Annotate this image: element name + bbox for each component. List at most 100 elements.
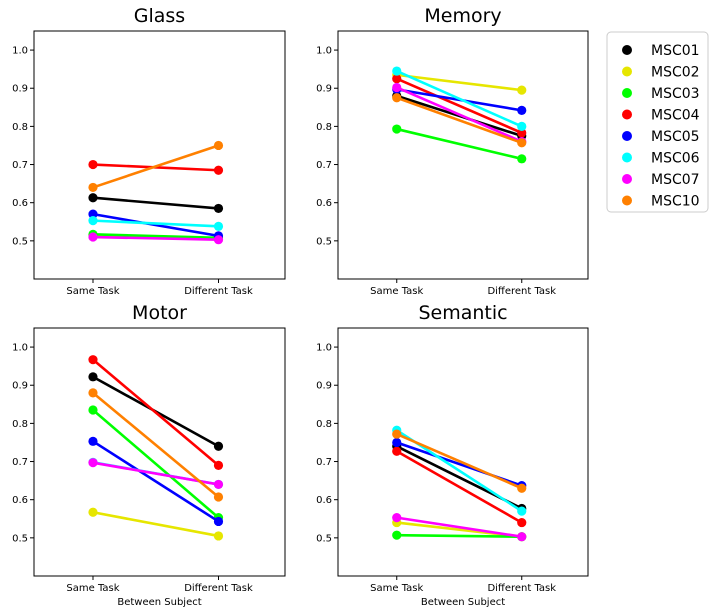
y-tick-label: 0.6 xyxy=(12,495,28,506)
data-point xyxy=(517,154,527,164)
x-axis-label: Between Subject xyxy=(117,597,201,608)
x-tick-label: Same Task xyxy=(66,286,119,297)
data-point xyxy=(213,235,224,245)
legend-marker xyxy=(622,195,632,206)
legend-label: MSC04 xyxy=(651,108,700,124)
legend-marker xyxy=(622,131,632,141)
legend-entry-msc05: MSC05 xyxy=(622,129,700,145)
legend-marker xyxy=(622,152,632,163)
y-tick-label: 1.0 xyxy=(12,46,28,57)
data-point xyxy=(88,436,98,446)
legend-entry-msc10: MSC10 xyxy=(622,194,700,210)
y-tick-label: 0.9 xyxy=(12,381,28,392)
data-point xyxy=(392,437,402,448)
data-point xyxy=(392,74,402,84)
legend-label: MSC05 xyxy=(651,129,700,145)
data-point xyxy=(517,517,527,528)
y-tick-label: 0.8 xyxy=(316,419,332,430)
series-line xyxy=(92,219,219,228)
series-line xyxy=(92,235,219,242)
data-point xyxy=(213,531,224,541)
legend-label: MSC03 xyxy=(651,86,700,102)
series-line xyxy=(396,432,523,490)
legend-marker xyxy=(622,88,632,98)
data-point xyxy=(88,458,98,468)
data-point xyxy=(88,355,98,365)
series-line xyxy=(92,440,220,523)
legend-entry-msc07: MSC07 xyxy=(622,172,700,188)
y-tick-label: 0.8 xyxy=(12,419,28,430)
data-point xyxy=(88,232,98,242)
legend-label: MSC01 xyxy=(651,43,700,59)
y-tick-label: 0.7 xyxy=(12,457,28,468)
legend-entry-msc03: MSC03 xyxy=(622,86,700,102)
data-point xyxy=(213,441,224,451)
series-msc04 xyxy=(392,446,527,528)
series-msc06 xyxy=(392,66,527,131)
data-point xyxy=(88,193,98,203)
x-axis-label: Between Subject xyxy=(421,597,505,608)
data-point xyxy=(88,507,98,517)
series-line xyxy=(92,144,219,189)
data-point xyxy=(392,513,402,523)
subplot-title: Glass xyxy=(134,5,185,27)
y-tick-label: 0.8 xyxy=(316,122,332,133)
data-point xyxy=(392,446,402,456)
legend-label: MSC10 xyxy=(651,194,700,210)
series-line xyxy=(396,450,523,524)
data-point xyxy=(88,209,98,219)
series-msc05 xyxy=(88,436,224,527)
series-line xyxy=(92,212,219,238)
series-line xyxy=(396,516,522,538)
legend-marker xyxy=(622,45,632,55)
x-tick-label: Same Task xyxy=(370,583,423,594)
series-msc03 xyxy=(392,124,527,164)
y-tick-label: 0.7 xyxy=(316,160,332,171)
y-tick-label: 0.5 xyxy=(12,236,28,247)
series-msc01 xyxy=(88,193,224,214)
series-line xyxy=(92,196,219,210)
data-point xyxy=(517,128,527,138)
data-point xyxy=(88,405,98,415)
data-point xyxy=(517,105,527,115)
subplot-title: Memory xyxy=(424,5,501,27)
y-tick-label: 0.9 xyxy=(12,84,28,95)
legend-entry-msc06: MSC06 xyxy=(622,151,700,167)
plot-frame xyxy=(337,30,589,280)
y-tick-label: 0.5 xyxy=(316,533,332,544)
y-tick-label: 1.0 xyxy=(316,46,332,57)
y-tick-label: 0.6 xyxy=(316,495,332,506)
series-line xyxy=(396,533,522,539)
x-tick-label: Same Task xyxy=(370,286,423,297)
series-line xyxy=(92,358,220,467)
legend: MSC01 MSC02 MSC03 MSC04 MSC05 MSC06 MSC07 MSC10 xyxy=(606,31,709,213)
data-point xyxy=(213,203,224,214)
series-msc03 xyxy=(392,530,527,542)
legend-entry-msc01: MSC01 xyxy=(622,43,700,59)
data-point xyxy=(213,516,224,527)
data-point xyxy=(517,138,527,148)
series-msc10 xyxy=(88,140,224,193)
x-tick-label: Different Task xyxy=(184,583,253,594)
legend-frame xyxy=(606,31,709,213)
series-line xyxy=(396,73,522,92)
data-point xyxy=(88,159,98,170)
data-point xyxy=(392,93,402,103)
data-point xyxy=(213,165,224,175)
data-point xyxy=(392,124,402,134)
data-point xyxy=(88,372,98,382)
subplot-title: Motor xyxy=(132,302,187,324)
series-msc07 xyxy=(88,232,224,245)
legend-label: MSC07 xyxy=(651,172,700,188)
data-point xyxy=(392,66,402,76)
data-point xyxy=(392,530,402,540)
subplot-title: Semantic xyxy=(418,302,507,324)
y-tick-label: 0.7 xyxy=(12,160,28,171)
series-msc07 xyxy=(392,513,527,542)
x-tick-label: Different Task xyxy=(184,286,253,297)
data-point xyxy=(517,85,527,95)
subplot-motor: Motor 0.5 0.6 0.7 0.8 0.9 1.0 Same Task Differen… xyxy=(12,302,286,608)
subplot-semantic: Semantic 0.5 0.6 0.7 0.8 0.9 1.0 Same Task Diffe… xyxy=(316,302,589,608)
data-point xyxy=(517,121,527,131)
series-msc04 xyxy=(392,74,527,138)
